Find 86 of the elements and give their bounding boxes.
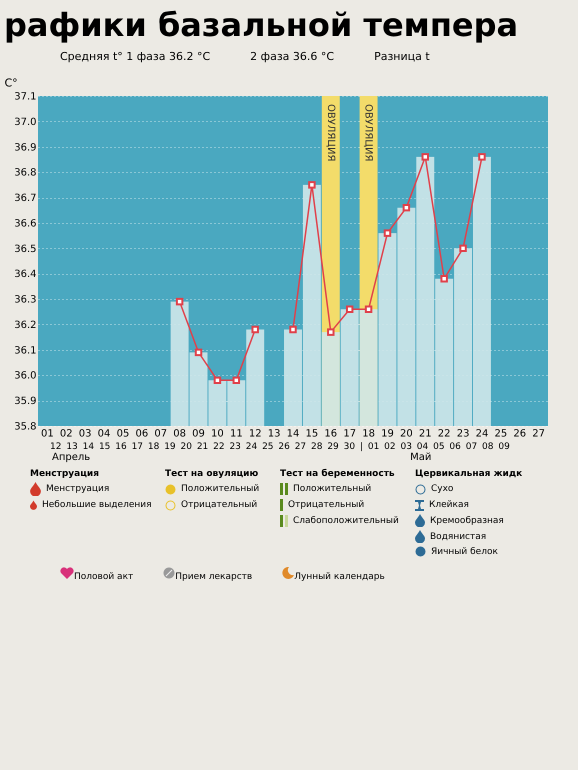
x-tick-label: 22 bbox=[438, 428, 451, 440]
text: Апрель bbox=[52, 452, 90, 463]
y-tick-label: 37.0 bbox=[14, 116, 36, 128]
x-tick-label: 07 bbox=[154, 428, 168, 440]
y-tick-label: 36.0 bbox=[14, 370, 36, 382]
text: Менструация bbox=[30, 469, 99, 479]
text: Водянистая bbox=[430, 532, 486, 542]
x-tick-label: 25 bbox=[494, 428, 508, 440]
x-tick-label: 16 bbox=[324, 428, 338, 440]
point bbox=[384, 229, 392, 237]
y-tick-label: 36.7 bbox=[14, 193, 36, 204]
y-axis-title: C° bbox=[4, 76, 18, 90]
text: Цервикальная жидк bbox=[415, 469, 522, 479]
x-tick-label: 19 bbox=[381, 428, 394, 440]
text: Разница t bbox=[374, 50, 430, 63]
text: Прием лекарств bbox=[175, 572, 252, 582]
y-tick-label: 36.3 bbox=[14, 294, 36, 306]
point bbox=[232, 376, 240, 384]
text: Тест на беременность bbox=[280, 469, 395, 479]
text: Половой акт bbox=[74, 572, 134, 582]
text: Средняя t° 1 фаза 36.2 °C bbox=[60, 50, 210, 63]
point bbox=[478, 153, 486, 161]
text: Лунный календарь bbox=[294, 572, 385, 582]
x-tick-label: 05 bbox=[116, 428, 130, 440]
point bbox=[289, 326, 297, 334]
x-tick-label: 03 bbox=[78, 428, 92, 440]
band-label: ОВУЛЯЦИЯ bbox=[362, 104, 374, 162]
point bbox=[176, 298, 184, 306]
y-tick-label: 35.8 bbox=[14, 422, 36, 432]
text: Положительный bbox=[293, 484, 372, 494]
x-tick-label: 11 bbox=[230, 428, 243, 440]
point bbox=[251, 326, 259, 334]
band-label: ОВУЛЯЦИЯ bbox=[324, 104, 336, 162]
point bbox=[308, 181, 316, 189]
x-tick-label: 26 bbox=[513, 428, 526, 440]
point bbox=[440, 275, 448, 283]
text: Яичный белок bbox=[431, 546, 498, 556]
text: Положительный bbox=[181, 484, 260, 494]
text: Сухо bbox=[431, 484, 454, 494]
text: Кремообразная bbox=[430, 516, 504, 526]
text: Слабоположительный bbox=[293, 516, 399, 526]
x-tick-label: 14 bbox=[286, 428, 300, 440]
point bbox=[346, 305, 354, 313]
text: Клейкая bbox=[429, 500, 469, 510]
point bbox=[214, 376, 222, 384]
y-tick-label: 36.4 bbox=[14, 269, 36, 280]
y-tick-label: 37.1 bbox=[14, 92, 36, 102]
text: Менструация bbox=[46, 484, 110, 494]
point bbox=[459, 244, 467, 252]
y-tick-label: 36.9 bbox=[14, 142, 36, 154]
text: 2 фаза 36.6 °C bbox=[250, 50, 334, 63]
x-tick-label: 23 bbox=[456, 428, 470, 440]
text: Небольшие выделения bbox=[42, 500, 152, 510]
x-tick-label: 18 bbox=[362, 428, 375, 440]
y-tick-label: 36.8 bbox=[14, 168, 36, 179]
y-tick-label: 36.5 bbox=[14, 244, 36, 255]
point bbox=[422, 153, 430, 161]
x-tick-label: 02 bbox=[60, 428, 73, 440]
y-tick-label: 35.9 bbox=[14, 396, 36, 408]
point bbox=[364, 305, 372, 313]
x-tick-label: 10 bbox=[211, 428, 224, 440]
y-tick-label: 36.2 bbox=[14, 320, 36, 331]
y-tick-label: 36.6 bbox=[14, 218, 36, 230]
text: Тест на овуляцию bbox=[165, 469, 258, 479]
x-tick-label: 21 bbox=[418, 428, 432, 440]
x-tick-label: 08 bbox=[173, 428, 186, 440]
point bbox=[194, 348, 202, 356]
x-tick-label: 09 bbox=[192, 428, 205, 440]
text: Отрицательный bbox=[181, 500, 258, 510]
x-tick-label: 15 bbox=[306, 428, 318, 440]
x-tick-label: 27 bbox=[532, 428, 546, 440]
text: Май bbox=[410, 452, 432, 463]
x-tick-label: 17 bbox=[343, 428, 356, 440]
x-tick-label: 12 bbox=[248, 428, 262, 440]
x-tick-label: 01 bbox=[40, 428, 54, 440]
point bbox=[402, 204, 410, 212]
chart-title: рафики базальной темпера bbox=[3, 5, 520, 44]
text: 12 13 14 15 16 17 18 19 20 21 22 23 24 25 26 27 28 29 30 | 01 02 03 04 05 06 07 08 09 bbox=[49, 441, 511, 452]
point bbox=[327, 328, 335, 336]
text: Отрицательный bbox=[288, 500, 364, 510]
x-tick-label: 04 bbox=[98, 428, 110, 440]
y-tick-label: 36.1 bbox=[14, 345, 36, 356]
x-tick-label: 24 bbox=[476, 428, 488, 440]
x-tick-label: 13 bbox=[268, 428, 280, 440]
x-tick-label: 06 bbox=[135, 428, 148, 440]
x-tick-label: 20 bbox=[400, 428, 413, 440]
